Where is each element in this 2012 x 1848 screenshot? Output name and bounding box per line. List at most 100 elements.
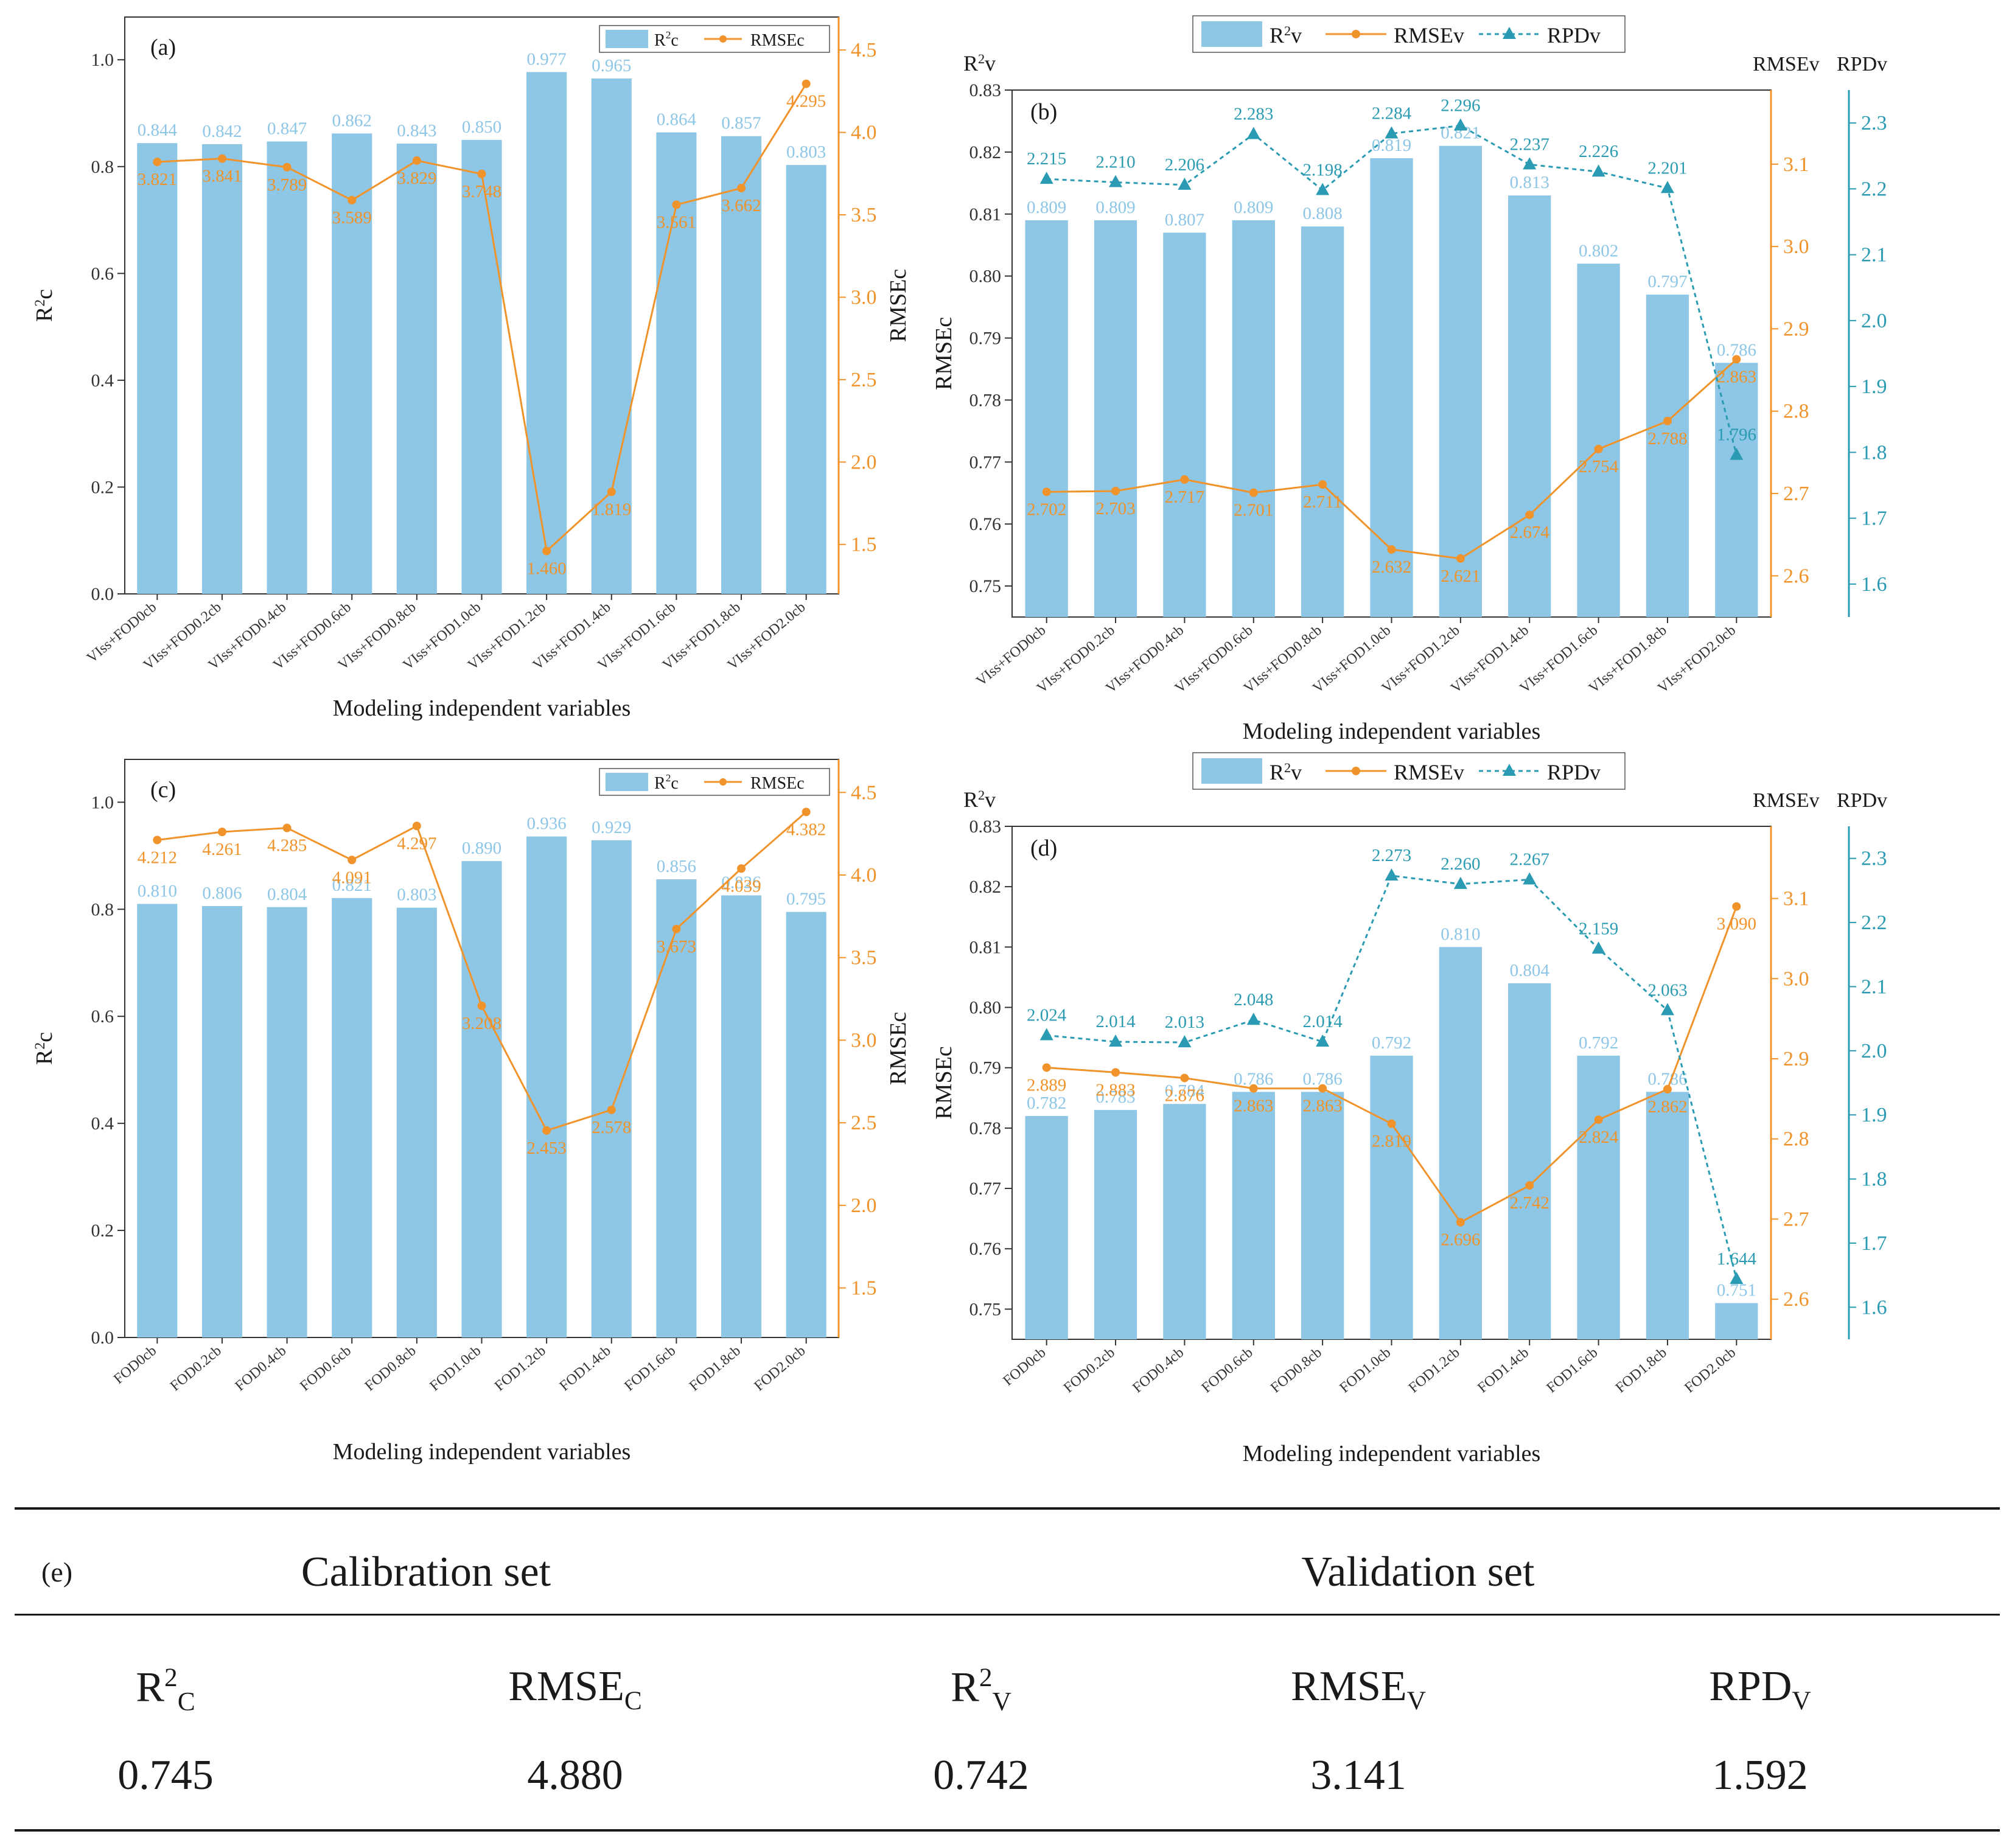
rmse-data-label: 1.460 [527,559,567,579]
y-right-tick-label: 3.0 [1783,968,1809,990]
y-right2-tick-label: 2.1 [1861,975,1887,998]
rmse-data-label: 4.212 [138,848,177,867]
x-axis-title: Modeling independent variables [1243,719,1541,744]
panel-label: (a) [150,35,176,60]
panel-label: (d) [1030,835,1057,861]
rmse-point [1042,487,1051,497]
y-right2-tick-label: 1.6 [1861,1296,1887,1319]
y-tick-label: 0.2 [91,1221,114,1241]
y-tick-label: 1.0 [91,792,114,812]
y-tick-label: 0.75 [969,576,1002,596]
bar [332,133,372,594]
rmse-point [1732,902,1741,911]
rmse-data-label: 2.889 [1027,1075,1066,1095]
bar [267,907,307,1337]
legend-swatch-point [719,35,727,43]
rmse-data-label: 4.039 [721,876,761,896]
rmse-data-label: 2.863 [1234,1097,1273,1116]
rmse-data-label: 2.824 [1579,1128,1619,1147]
rmse-point [802,79,811,88]
rmse-data-label: 3.561 [657,213,696,232]
rmse-point [1663,416,1672,425]
bar-data-label: 0.813 [1510,173,1549,192]
rmse-data-label: 2.701 [1234,501,1273,520]
y-tick-label: 0.78 [969,390,1002,410]
rmse-point [1594,444,1603,453]
y-right-tick-label: 1.5 [851,534,877,556]
rpd-data-label: 2.014 [1095,1012,1136,1031]
bar-data-label: 0.783 [1095,1087,1135,1107]
bar [656,132,697,594]
y-tick-label: 0.4 [91,1114,114,1134]
x-tick-label: FOD0.6cb [297,1343,354,1395]
bar [1577,1055,1620,1339]
rmse-data-label: 2.863 [1717,367,1756,386]
bar-data-label: 0.847 [267,119,307,139]
bar [721,136,762,594]
x-tick-label: FOD0.6cb [1199,1345,1256,1396]
x-tick-label: FOD1.6cb [1544,1345,1601,1396]
rpd-point [1178,177,1192,190]
x-tick-label: FOD0.2cb [167,1343,225,1395]
y-tick-label: 0.77 [969,452,1002,472]
rpd-data-label: 2.013 [1165,1013,1204,1032]
chart-panel-c: 0.0 0.2 0.4 0.6 0.8 1.0 1.5 2.0 2.5 3.0 3.5 4.0 4.5 0… [32,759,911,1465]
legend-swatch-point [1352,767,1360,775]
y-right-tick-label: 2.6 [1783,1288,1809,1311]
header-rmsev: RMSEV [1291,1663,1426,1715]
rpd-point [1039,1028,1053,1041]
x-tick-label: FOD1.2cb [1406,1345,1463,1396]
bar [1232,1092,1275,1339]
y-axis-title: RMSEc [931,317,957,390]
legend: R2v RMSEv RPDv [1192,15,1626,53]
bar [1646,295,1689,617]
bar [201,144,243,594]
rmse-point [217,828,226,837]
y-right2-tick-label: 2.2 [1861,912,1887,934]
y-tick-label: 0.76 [969,514,1002,534]
y-right2-tick-label: 1.6 [1861,573,1887,596]
y-right-tick-label: 4.5 [851,39,877,61]
rmse-data-label: 2.703 [1095,499,1135,518]
bar-data-label: 0.792 [1372,1033,1411,1053]
y-right2-tick-label: 1.9 [1861,375,1887,398]
bar [201,906,243,1337]
y-right2-tick-label: 2.2 [1861,178,1887,200]
y-tick-label: 0.76 [969,1239,1002,1259]
rpd-point [1523,157,1537,170]
rpd-data-label: 2.215 [1027,149,1066,169]
rpd-data-label: 2.260 [1441,854,1480,874]
rpd-data-label: 2.201 [1647,158,1687,178]
value-rmsev: 3.141 [1310,1752,1406,1799]
rmse-point [1111,486,1120,495]
bar [786,912,826,1337]
bar-data-label: 0.792 [1579,1033,1618,1053]
rpd-point [1385,126,1399,139]
bar [267,141,307,594]
y-right2-tick-label: 1.7 [1861,507,1887,530]
legend-swatch-bar [606,30,648,48]
y-right-tick-label: 2.8 [1783,400,1809,423]
figure-charts: 0.0 0.2 0.4 0.6 0.8 1.0 1.5 2.0 2.5 3.0 3.5 4.0 4.5 0… [32,15,1887,1466]
rpd-point [1316,1034,1330,1047]
rmse-point [737,184,746,193]
rmse-data-label: 2.742 [1510,1193,1549,1213]
bar-data-label: 0.808 [1303,204,1343,223]
rmse-point [1318,480,1327,489]
y-tick-label: 0.83 [969,817,1002,837]
bar-data-label: 0.819 [1372,136,1411,155]
x-tick-label: FOD1.0cb [1337,1345,1394,1396]
table-bottom-rule [15,1829,2000,1832]
y-tick-label: 0.81 [969,937,1002,957]
rpd-point [1246,127,1260,139]
legend-label: RPDv [1547,23,1601,47]
header-rmsec: RMSEC [508,1663,642,1715]
rmse-data-label: 1.819 [592,500,631,519]
value-rpdv: 1.592 [1712,1752,1808,1799]
value-r2v: 0.742 [933,1752,1029,1799]
x-tick-label: FOD1.0cb [427,1343,484,1395]
x-tick-label: FOD1.6cb [621,1343,679,1395]
y-right2-axis-top-title: RPDv [1837,53,1887,75]
legend-swatch-point [1352,30,1360,38]
rpd-data-label: 2.206 [1165,155,1204,175]
